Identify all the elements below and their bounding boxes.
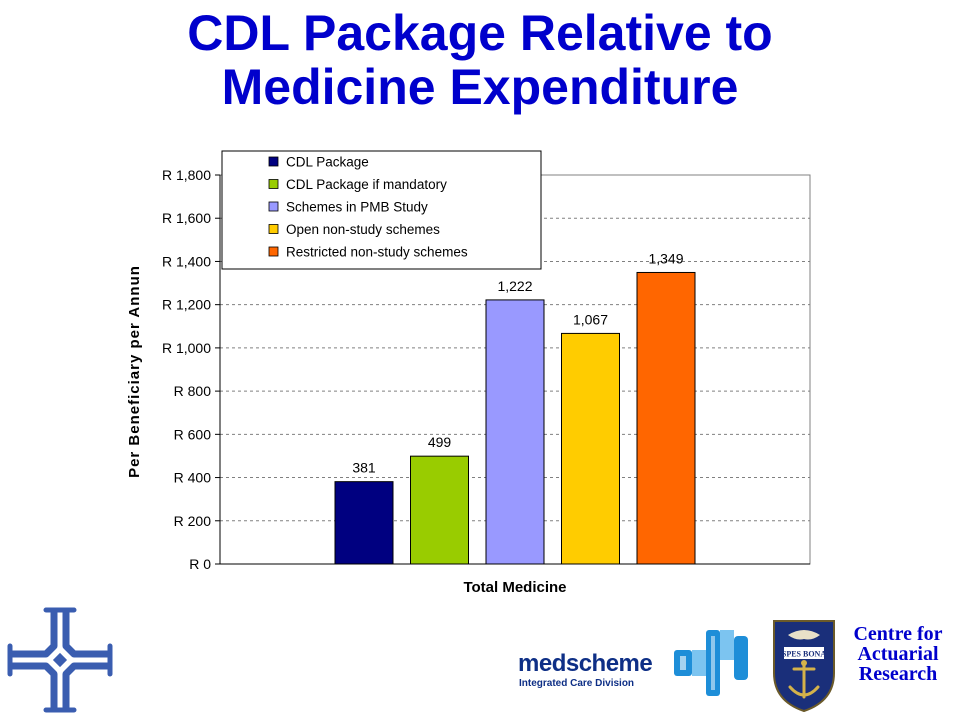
y-tick-label: R 1,800: [162, 167, 211, 183]
legend-entry-4: Open non-study schemes: [286, 222, 440, 237]
x-axis-label: Total Medicine: [463, 579, 566, 596]
legend-swatch-5: [268, 246, 279, 257]
bar-5: [636, 271, 696, 565]
slide-title: CDL Package Relative to Medicine Expendi…: [0, 6, 960, 114]
y-tick-label: R 0: [189, 556, 211, 572]
centre-for-actuarial-research: Centre for Actuarial Research: [838, 624, 958, 684]
bar-4: [561, 332, 620, 565]
bars: [334, 271, 696, 565]
data-label-4: 1,067: [573, 311, 608, 327]
centre-line-3: Research: [858, 663, 938, 685]
y-tick-label: R 1,200: [162, 297, 211, 313]
y-tick-label: R 1,400: [162, 253, 211, 269]
centre-line-2: Actuarial: [857, 643, 939, 665]
data-label-2: 499: [428, 434, 452, 450]
legend-swatch-3: [268, 201, 279, 212]
bar-1: [334, 481, 394, 565]
crest-motto: SPES BONA: [782, 650, 826, 659]
legend: CDL Package CDL Package if mandatory Schem…: [221, 150, 542, 270]
university-crest-icon: SPES BONA: [773, 620, 835, 713]
legend-entry-5: Restricted non-study schemes: [286, 245, 468, 260]
data-label-5: 1,349: [648, 250, 683, 266]
legend-entry-1: CDL Package: [286, 155, 369, 170]
bar-3: [485, 299, 545, 565]
y-tick-label: R 600: [174, 426, 212, 442]
data-label-1: 381: [352, 460, 376, 476]
slide-title-line2: Medicine Expenditure: [221, 59, 739, 115]
y-tick-label: R 800: [174, 383, 212, 399]
y-tick-label: R 200: [174, 513, 212, 529]
centre-line-1: Centre for: [853, 623, 943, 645]
y-tick-label: R 1,600: [162, 210, 211, 226]
y-axis-label: Per Beneficiary per Annun: [126, 265, 143, 478]
data-labels: 381 499 1,222 1,067 1,349: [352, 250, 683, 475]
slide-title-line1: CDL Package Relative to: [187, 5, 773, 61]
data-label-3: 1,222: [497, 278, 532, 294]
medscheme-symbol-icon: [674, 630, 748, 696]
cross-logo-icon: [7, 607, 113, 713]
legend-entry-2: CDL Package if mandatory: [286, 177, 447, 192]
axes: R 0 R 200 R 400 R 600 R 800 R 1,000 R 1,200 R 1…: [126, 167, 810, 596]
legend-swatch-1: [268, 156, 279, 167]
legend-swatch-2: [268, 179, 279, 189]
y-tick-label: R 400: [174, 470, 212, 486]
medscheme-subtitle: Integrated Care Division: [519, 678, 635, 689]
y-tick-label: R 1,000: [162, 340, 211, 356]
bar-2: [410, 455, 469, 565]
legend-swatch-4: [268, 224, 279, 234]
legend-entry-3: Schemes in PMB Study: [286, 200, 428, 215]
medscheme-wordmark: medscheme: [518, 650, 653, 677]
